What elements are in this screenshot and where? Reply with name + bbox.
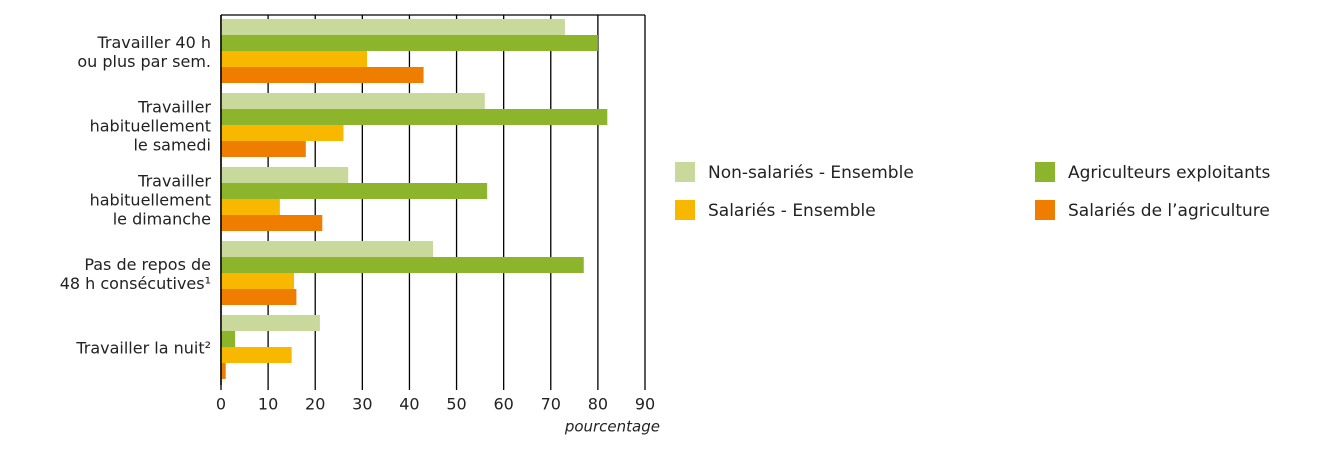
category-label: Travailler habituellement le samedi bbox=[89, 97, 211, 155]
x-tick-label: 0 bbox=[216, 395, 226, 414]
bar bbox=[221, 257, 584, 273]
bar bbox=[221, 183, 488, 199]
bar bbox=[221, 167, 349, 183]
category-label: Pas de repos de 48 h consécutives¹ bbox=[59, 255, 211, 293]
legend-swatch bbox=[1035, 162, 1055, 182]
x-tick-label: 50 bbox=[446, 395, 466, 414]
bar bbox=[221, 363, 226, 379]
bar bbox=[221, 215, 323, 231]
legend-swatch bbox=[1035, 200, 1055, 220]
bar bbox=[221, 315, 320, 331]
bar bbox=[221, 141, 306, 157]
x-tick-label: 90 bbox=[635, 395, 655, 414]
legend-label: Non-salariés - Ensemble bbox=[708, 163, 914, 183]
category-label: Travailler 40 h ou plus par sem. bbox=[77, 33, 211, 71]
legend-swatch bbox=[675, 200, 695, 220]
legend-label: Agriculteurs exploitants bbox=[1068, 163, 1271, 183]
bar bbox=[221, 241, 433, 257]
legend-label: Salariés de l’agriculture bbox=[1068, 201, 1270, 221]
bar bbox=[221, 289, 297, 305]
x-tick-label: 70 bbox=[541, 395, 561, 414]
bar bbox=[221, 273, 295, 289]
legend-label: Salariés - Ensemble bbox=[708, 201, 876, 221]
x-axis-label: pourcentage bbox=[564, 418, 660, 436]
bar bbox=[221, 331, 236, 347]
bar bbox=[221, 93, 485, 109]
bar bbox=[221, 199, 280, 215]
category-label: Travailler la nuit² bbox=[76, 338, 211, 358]
x-tick-label: 40 bbox=[399, 395, 419, 414]
x-tick-label: 60 bbox=[493, 395, 513, 414]
bar bbox=[221, 19, 565, 35]
category-label: Travailler habituellement le dimanche bbox=[89, 171, 211, 229]
x-tick-label: 30 bbox=[352, 395, 372, 414]
legend-swatch bbox=[675, 162, 695, 182]
bar bbox=[221, 67, 424, 83]
bar bbox=[221, 109, 608, 125]
bar bbox=[221, 35, 598, 51]
x-tick-label: 80 bbox=[588, 395, 608, 414]
x-tick-label: 10 bbox=[258, 395, 278, 414]
x-tick-label: 20 bbox=[305, 395, 325, 414]
bar bbox=[221, 51, 368, 67]
bar bbox=[221, 347, 292, 363]
bar bbox=[221, 125, 344, 141]
